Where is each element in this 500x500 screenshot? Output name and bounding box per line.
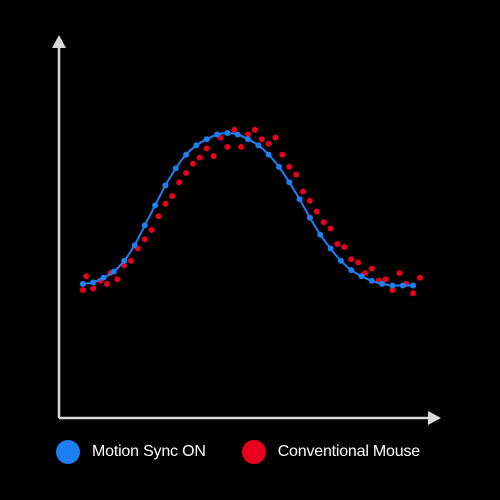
legend-swatch-motion-sync [56, 440, 80, 464]
legend-item-motion-sync: Motion Sync ON [56, 440, 206, 464]
data-point-motion-sync-on [234, 131, 241, 138]
data-point-conventional-mouse [148, 227, 155, 233]
data-point-conventional-mouse [348, 256, 355, 263]
data-point-motion-sync-on [183, 151, 190, 158]
data-point-conventional-mouse [355, 259, 362, 266]
data-point-motion-sync-on [276, 163, 282, 170]
data-point-conventional-mouse [341, 244, 348, 250]
data-point-motion-sync-on [358, 273, 365, 280]
data-point-conventional-mouse [176, 179, 183, 186]
data-point-conventional-mouse [417, 274, 423, 281]
legend-label-motion-sync: Motion Sync ON [92, 443, 206, 460]
data-point-motion-sync-on [389, 282, 396, 289]
data-point-conventional-mouse [396, 270, 403, 277]
data-point-motion-sync-on [286, 179, 293, 186]
data-point-motion-sync-on [296, 196, 303, 203]
data-point-conventional-mouse [155, 213, 162, 220]
series-layer [79, 126, 423, 297]
data-point-motion-sync-on [327, 245, 334, 252]
data-point-motion-sync-on [224, 130, 231, 136]
data-point-motion-sync-on [152, 202, 159, 209]
data-point-conventional-mouse [327, 225, 334, 232]
data-point-conventional-mouse [79, 287, 86, 294]
data-point-motion-sync-on [121, 257, 128, 264]
legend-label-conventional-mouse: Conventional Mouse [277, 443, 420, 460]
legend-item-conventional-mouse: Conventional Mouse [241, 440, 420, 464]
data-point-conventional-mouse [313, 208, 320, 215]
data-point-conventional-mouse [300, 188, 306, 195]
data-point-motion-sync-on [265, 151, 272, 158]
data-point-conventional-mouse [258, 136, 265, 143]
data-point-conventional-mouse [203, 145, 210, 152]
data-point-conventional-mouse [410, 290, 417, 297]
data-point-conventional-mouse [286, 163, 293, 170]
data-point-motion-sync-on [131, 242, 138, 249]
chart-svg [52, 35, 441, 425]
data-point-motion-sync-on [79, 280, 86, 287]
data-point-conventional-mouse [114, 276, 121, 283]
data-point-conventional-mouse [141, 236, 148, 243]
data-point-conventional-mouse [238, 143, 245, 150]
data-point-conventional-mouse [224, 143, 231, 150]
data-point-conventional-mouse [368, 265, 375, 272]
data-point-motion-sync-on [193, 142, 200, 149]
data-point-conventional-mouse [210, 153, 217, 160]
data-point-conventional-mouse [272, 134, 279, 141]
data-point-conventional-mouse [382, 276, 389, 283]
y-axis-arrow [52, 35, 66, 48]
data-point-conventional-mouse [83, 273, 90, 280]
data-point-motion-sync-on [368, 277, 375, 284]
data-point-motion-sync-on [245, 136, 251, 143]
data-point-conventional-mouse [245, 131, 251, 138]
data-point-motion-sync-on [337, 257, 344, 264]
data-point-conventional-mouse [320, 219, 327, 226]
x-axis-arrow [428, 411, 441, 425]
data-point-motion-sync-on [100, 274, 107, 281]
data-point-conventional-mouse [265, 140, 272, 147]
data-point-conventional-mouse [162, 200, 169, 207]
data-point-conventional-mouse [190, 160, 196, 167]
legend-swatch-conventional-mouse [241, 440, 266, 464]
data-point-motion-sync-on [172, 165, 179, 172]
data-point-conventional-mouse [293, 171, 300, 178]
data-point-motion-sync-on [399, 282, 406, 289]
data-point-motion-sync-on [141, 222, 148, 229]
data-point-motion-sync-on [348, 267, 355, 274]
data-point-motion-sync-on [255, 142, 262, 149]
data-point-motion-sync-on [306, 214, 313, 221]
data-point-motion-sync-on [379, 280, 386, 287]
data-point-conventional-mouse [183, 170, 190, 176]
data-point-motion-sync-on [214, 131, 220, 138]
data-point-motion-sync-on [203, 136, 210, 143]
data-point-conventional-mouse [169, 193, 176, 200]
data-point-motion-sync-on [90, 279, 97, 286]
data-point-motion-sync-on [110, 268, 117, 275]
legend: Motion Sync ON Conventional Mouse [56, 440, 456, 464]
data-point-conventional-mouse [231, 126, 238, 133]
data-point-conventional-mouse [334, 240, 341, 247]
data-point-motion-sync-on [317, 231, 324, 238]
data-point-conventional-mouse [389, 287, 396, 294]
data-point-conventional-mouse [251, 126, 258, 133]
data-point-conventional-mouse [306, 197, 313, 204]
data-point-motion-sync-on [162, 182, 169, 189]
data-point-conventional-mouse [279, 151, 286, 158]
data-point-conventional-mouse [90, 285, 97, 292]
data-point-conventional-mouse [128, 257, 134, 264]
data-point-conventional-mouse [104, 280, 110, 287]
data-point-motion-sync-on [410, 282, 417, 289]
data-point-conventional-mouse [196, 154, 203, 161]
